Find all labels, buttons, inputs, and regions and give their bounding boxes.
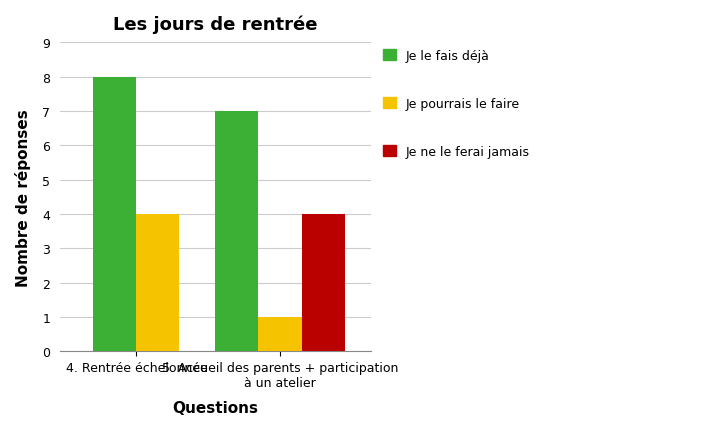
Title: Les jours de rentrée: Les jours de rentrée [113, 15, 318, 34]
Bar [301, 215, 345, 351]
Bar [216, 112, 258, 351]
Y-axis label: Nombre de réponses: Nombre de réponses [15, 109, 31, 286]
X-axis label: Questions: Questions [172, 400, 258, 415]
Bar [136, 215, 179, 351]
Bar [258, 317, 301, 351]
Legend: Je le fais déjà, Je pourrais le faire, Je ne le ferai jamais: Je le fais déjà, Je pourrais le faire, J… [383, 49, 530, 158]
Bar [94, 77, 136, 351]
